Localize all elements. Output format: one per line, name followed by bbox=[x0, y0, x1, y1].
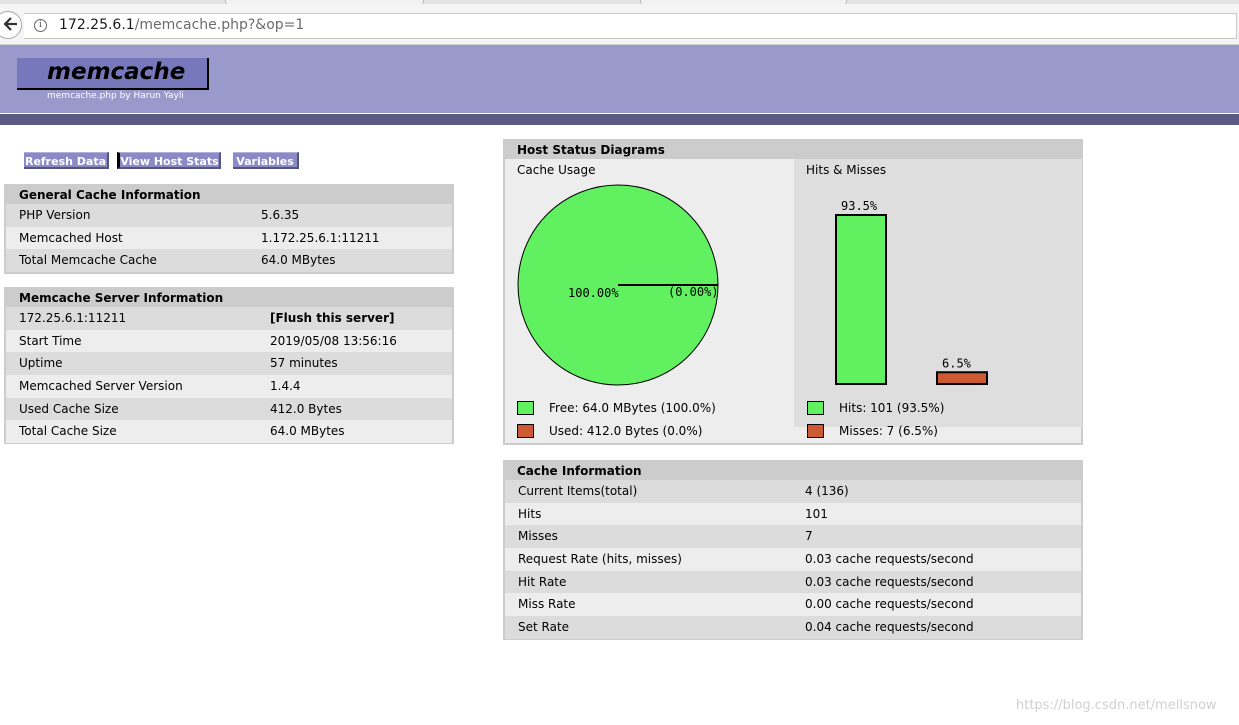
watermark: https://blog.csdn.net/mellsnow bbox=[1016, 698, 1217, 713]
back-button[interactable] bbox=[0, 11, 22, 39]
table-row: Hit Rate 0.03 cache requests/second bbox=[505, 570, 1081, 594]
server-info-title: Memcache Server Information bbox=[6, 289, 452, 307]
view-host-stats-button[interactable]: View Host Stats bbox=[117, 152, 221, 169]
flush-server-link[interactable]: [Flush this server] bbox=[270, 311, 395, 325]
logo-author: Harun Yayli bbox=[133, 91, 184, 101]
row-value: 0.04 cache requests/second bbox=[805, 620, 974, 635]
row-value: 412.0 Bytes bbox=[270, 401, 342, 416]
table-row: Total Memcache Cache 64.0 MBytes bbox=[6, 249, 452, 273]
table-row: Start Time 2019/05/08 13:56:16 bbox=[6, 329, 452, 353]
row-key: Total Cache Size bbox=[19, 424, 117, 439]
row-key: Miss Rate bbox=[518, 597, 576, 612]
table-row: Uptime 57 minutes bbox=[6, 352, 452, 376]
legend-misses-text: Misses: 7 (6.5%) bbox=[839, 424, 938, 438]
row-key: Memcached Server Version bbox=[19, 379, 183, 394]
row-key: Start Time bbox=[19, 333, 82, 348]
header-divider bbox=[0, 113, 1239, 114]
hits-misses-label: Hits & Misses bbox=[806, 163, 887, 177]
legend-used-text: Used: 412.0 Bytes (0.0%) bbox=[549, 424, 703, 438]
general-cache-info-panel: General Cache Information PHP Version 5.6… bbox=[4, 184, 454, 274]
cache-info-panel: Cache Information Current Items(total) 4 … bbox=[503, 460, 1083, 640]
general-cache-info-title: General Cache Information bbox=[6, 186, 452, 204]
cache-usage-diagram: Cache Usage 100.00% (0.00%) Free: 64.0 M… bbox=[505, 159, 793, 438]
row-value: 1.4.4 bbox=[270, 379, 301, 394]
row-value: 101 bbox=[805, 506, 828, 521]
legend-hits-text: Hits: 101 (93.5%) bbox=[839, 401, 945, 415]
refresh-data-button[interactable]: Refresh Data bbox=[24, 152, 109, 169]
cache-usage-pie-chart: 100.00% (0.00%) bbox=[517, 184, 719, 386]
logo-subtitle-text: memcache.php by bbox=[47, 91, 131, 101]
row-key: Hits bbox=[518, 506, 542, 521]
row-key: Used Cache Size bbox=[19, 401, 119, 416]
row-key: PHP Version bbox=[19, 208, 91, 222]
bar-hits bbox=[835, 214, 887, 385]
cache-usage-label: Cache Usage bbox=[517, 163, 596, 177]
legend-swatch-misses bbox=[807, 424, 824, 438]
row-value: 0.03 cache requests/second bbox=[805, 574, 974, 589]
table-row: Hits 101 bbox=[505, 502, 1081, 526]
table-row: Request Rate (hits, misses) 0.03 cache re… bbox=[505, 548, 1081, 571]
hits-misses-diagram: Hits & Misses 93.5% 6.5% Hits: 101 (93.5… bbox=[794, 159, 1082, 438]
row-value: 57 minutes bbox=[270, 356, 338, 371]
navigation-bar: i 172.25.6.1/memcache.php?&op=1 bbox=[0, 4, 1239, 45]
header-bar bbox=[0, 114, 1239, 125]
arrow-left-icon bbox=[4, 17, 17, 31]
row-key: Hit Rate bbox=[518, 574, 567, 589]
address-bar[interactable]: i 172.25.6.1/memcache.php?&op=1 bbox=[24, 13, 1237, 39]
host-status-diagrams-title: Host Status Diagrams bbox=[505, 141, 1081, 159]
bar-hits-label: 93.5% bbox=[841, 199, 878, 213]
pie-label-free: 100.00% bbox=[568, 286, 619, 300]
row-value: 7 bbox=[805, 529, 813, 544]
row-value: 64.0 MBytes bbox=[270, 424, 345, 439]
row-value: 0.00 cache requests/second bbox=[805, 597, 974, 612]
row-key: Set Rate bbox=[518, 620, 570, 635]
table-row: Memcached Server Version 1.4.4 bbox=[6, 375, 452, 398]
legend-swatch-used bbox=[517, 424, 534, 438]
bar-misses bbox=[936, 371, 988, 386]
logo: memcache bbox=[17, 58, 209, 90]
table-row: PHP Version 5.6.35 bbox=[6, 204, 452, 227]
table-row: Miss Rate 0.00 cache requests/second bbox=[505, 593, 1081, 617]
row-key: Misses bbox=[518, 529, 558, 544]
table-row: Set Rate 0.04 cache requests/second bbox=[505, 616, 1081, 639]
table-row: Misses 7 bbox=[505, 525, 1081, 549]
server-info-panel: Memcache Server Information 172.25.6.1:1… bbox=[4, 287, 454, 444]
pie-label-used: (0.00%) bbox=[668, 285, 719, 299]
table-row: Used Cache Size 412.0 Bytes bbox=[6, 397, 452, 421]
table-row: Memcached Host 1.172.25.6.1:11211 bbox=[6, 226, 452, 250]
table-row: Total Cache Size 64.0 MBytes bbox=[6, 420, 452, 444]
cache-info-title: Cache Information bbox=[505, 462, 1081, 480]
url-host: 172.25.6.1 bbox=[59, 17, 135, 33]
row-key: Request Rate (hits, misses) bbox=[518, 552, 682, 567]
logo-subtitle: memcache.php by Harun Yayli bbox=[47, 91, 184, 101]
row-value: 1.172.25.6.1:11211 bbox=[261, 230, 380, 245]
row-value: 4 (136) bbox=[805, 484, 849, 498]
row-value: 0.03 cache requests/second bbox=[805, 552, 974, 567]
hits-misses-bar-chart: 93.5% 6.5% bbox=[835, 199, 988, 386]
server-host-row: 172.25.6.1:11211 [Flush this server] bbox=[6, 307, 452, 330]
page-header: memcache memcache.php by Harun Yayli bbox=[0, 45, 1239, 113]
info-icon[interactable]: i bbox=[34, 19, 47, 32]
row-key: Total Memcache Cache bbox=[19, 253, 157, 268]
url-path: /memcache.php?&op=1 bbox=[134, 17, 305, 33]
bar-misses-label: 6.5% bbox=[942, 356, 972, 370]
legend-swatch-free bbox=[517, 401, 534, 415]
row-key: Current Items(total) bbox=[518, 484, 638, 498]
logo-title: memcache bbox=[47, 59, 186, 85]
table-row: Current Items(total) 4 (136) bbox=[505, 480, 1081, 503]
row-value: 64.0 MBytes bbox=[261, 253, 336, 268]
legend-free-text: Free: 64.0 MBytes (100.0%) bbox=[549, 401, 716, 415]
row-key: Uptime bbox=[19, 356, 63, 371]
row-value: 2019/05/08 13:56:16 bbox=[270, 333, 397, 348]
legend-swatch-hits bbox=[807, 401, 824, 415]
row-key: Memcached Host bbox=[19, 230, 123, 245]
row-value: 5.6.35 bbox=[261, 208, 300, 222]
host-status-diagrams-panel: Host Status Diagrams Cache Usage 100.00%… bbox=[503, 139, 1083, 445]
server-host: 172.25.6.1:11211 bbox=[19, 311, 127, 325]
variables-button[interactable]: Variables bbox=[233, 152, 299, 169]
